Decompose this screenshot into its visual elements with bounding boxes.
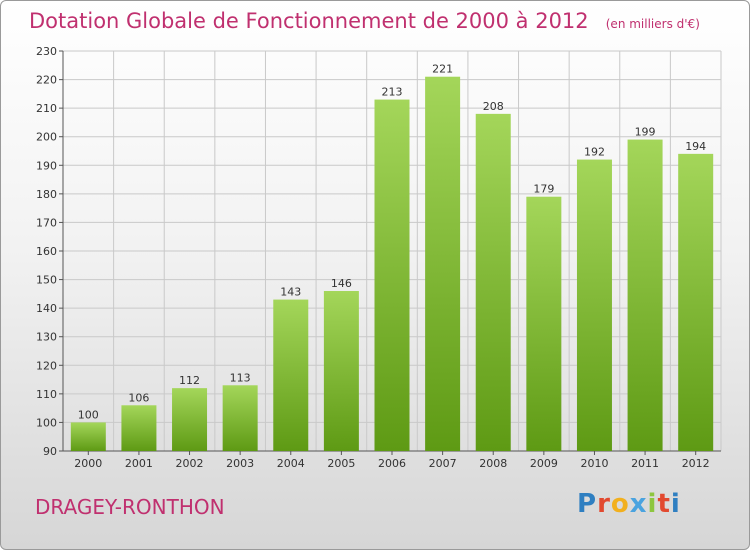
data-label: 221 [432, 63, 453, 76]
data-label: 194 [685, 140, 706, 153]
bar [526, 196, 562, 451]
y-tick-label: 220 [36, 74, 57, 87]
y-tick-label: 200 [36, 131, 57, 144]
commune-name: DRAGEY-RONTHON [35, 495, 225, 519]
data-label: 146 [331, 277, 352, 290]
data-label: 143 [280, 286, 301, 299]
y-tick-label: 130 [36, 331, 57, 344]
data-label: 213 [382, 86, 403, 99]
logo-letter: o [610, 489, 630, 519]
x-tick-label: 2012 [682, 457, 710, 470]
labels: 100 2000 106 2001 112 2002 113 2003 143 2004 146 20… [74, 63, 709, 470]
title-row: Dotation Globale de Fonctionnement de 20… [29, 9, 700, 33]
logo-letter: x [629, 489, 648, 519]
y-tick-label: 190 [36, 159, 57, 172]
data-label: 100 [78, 408, 99, 421]
x-tick-label: 2004 [277, 457, 305, 470]
x-tick-label: 2003 [226, 457, 254, 470]
y-tick-label: 100 [36, 416, 57, 429]
data-label: 208 [483, 100, 504, 113]
data-label: 179 [533, 183, 554, 196]
y-tick-label: 120 [36, 359, 57, 372]
bar [374, 99, 410, 452]
bars [70, 76, 714, 452]
x-tick-label: 2001 [125, 457, 153, 470]
x-tick-label: 2010 [580, 457, 608, 470]
x-tick-label: 2000 [74, 457, 102, 470]
data-label: 199 [635, 126, 656, 139]
bar [627, 139, 663, 452]
bar [172, 388, 208, 451]
x-tick-label: 2005 [327, 457, 355, 470]
bar [475, 113, 511, 451]
x-tick-label: 2009 [530, 457, 558, 470]
axes: 90 100 110 120 130 140 150 160 170 180 190 200 210 22… [36, 45, 721, 458]
proxiti-logo[interactable]: Proxiti [577, 489, 681, 519]
y-tick-label: 170 [36, 216, 57, 229]
logo-letter: r [597, 489, 611, 519]
bar [222, 385, 258, 451]
logo-letter: P [577, 489, 598, 519]
logo-letter: t [657, 489, 671, 519]
y-tick-label: 90 [43, 445, 57, 458]
y-tick-label: 110 [36, 388, 57, 401]
data-label: 192 [584, 146, 605, 159]
bar [425, 76, 461, 451]
y-tick-label: 180 [36, 188, 57, 201]
y-tick-label: 230 [36, 45, 57, 58]
x-tick-label: 2006 [378, 457, 406, 470]
x-tick-label: 2011 [631, 457, 659, 470]
x-tick-label: 2007 [429, 457, 457, 470]
logo-letter: i [647, 489, 658, 519]
data-label: 112 [179, 374, 200, 387]
bar [576, 159, 612, 452]
chart-unit: (en milliers d'€) [605, 17, 700, 31]
y-tick-label: 140 [36, 302, 57, 315]
y-tick-label: 150 [36, 274, 57, 287]
bar [678, 153, 714, 451]
data-label: 113 [230, 371, 251, 384]
chart-title: Dotation Globale de Fonctionnement de 20… [29, 9, 589, 33]
y-tick-label: 160 [36, 245, 57, 258]
logo-letter: i [670, 489, 681, 519]
x-tick-label: 2002 [176, 457, 204, 470]
bar [323, 291, 359, 451]
bar [273, 299, 309, 451]
bar [70, 422, 106, 451]
data-label: 106 [128, 391, 149, 404]
bar [121, 405, 157, 451]
x-tick-label: 2008 [479, 457, 507, 470]
y-tick-label: 210 [36, 102, 57, 115]
